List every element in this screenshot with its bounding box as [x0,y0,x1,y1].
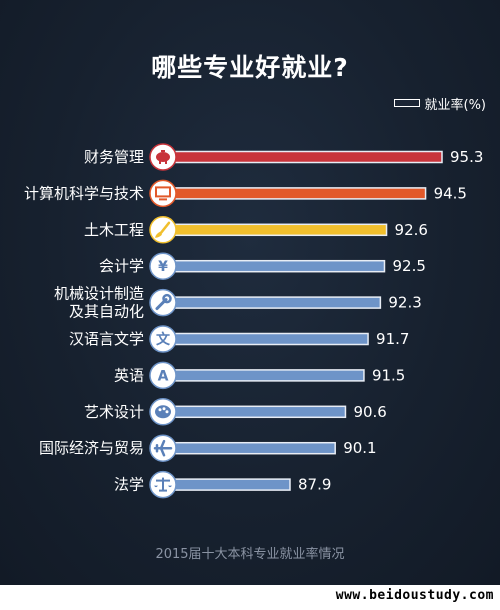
bar [159,405,347,419]
watermark-bar [0,585,500,610]
value-label: 91.7 [376,330,409,348]
svg-text:A: A [158,368,169,384]
bar [159,150,443,164]
category-label: 法学 [114,476,144,494]
icon-circle [149,252,177,280]
icon-circle [149,325,177,353]
yen-icon: ¥ [158,259,168,275]
category-label: 计算机科学与技术 [24,184,144,202]
palette-icon [155,405,171,419]
value-label: 87.9 [298,476,331,494]
piggy-bank-icon [156,150,170,164]
legend: 就业率(%) [393,94,487,113]
bar-row: A 英语 91.5 [114,361,405,390]
bar-chart: 财务管理 95.3 计算机科学与技术 94.5 土木工程 92.6 ¥ 会计学 92.5 机械设计… [24,143,483,499]
svg-text:¥: ¥ [158,259,168,275]
wen-character-icon: 文 [156,331,171,348]
icon-circle [149,361,177,390]
bar [159,187,427,200]
category-label: 艺术设计 [84,403,144,421]
icon-circle [149,179,177,208]
scales-icon [154,477,172,492]
bar-row: 艺术设计 90.6 [84,398,387,426]
wrench-icon [155,293,172,311]
svg-text:文: 文 [156,331,171,348]
bar [159,478,291,491]
value-label: 92.3 [388,294,421,312]
bar [159,296,382,309]
bar-row: ¥ 会计学 92.5 [99,252,426,280]
category-label: 财务管理 [84,148,144,166]
watermark: www.beidoustudy.com [335,588,494,603]
brush-icon [155,221,171,238]
bar-row: 计算机科学与技术 94.5 [24,179,467,208]
letter-a-icon: A [158,368,169,384]
bar [159,441,336,455]
value-label: 92.5 [392,257,425,275]
value-label: 90.6 [353,403,386,421]
bar [159,223,388,237]
category-label: 汉语言文学 [69,330,144,348]
value-label: 94.5 [434,184,467,202]
category-label: 及其自动化 [69,303,144,321]
category-label: 会计学 [99,257,144,275]
value-label: 92.6 [395,221,428,239]
bar [159,369,365,382]
category-label: 英语 [114,366,144,384]
category-label: 国际经济与贸易 [39,439,144,457]
bar-row: 土木工程 92.6 [84,216,428,244]
bar-row: 国际经济与贸易 90.1 [39,434,377,462]
value-label: 91.5 [372,366,405,384]
airplane-icon [153,439,173,457]
category-label: 机械设计制造 [54,285,144,303]
chart-footnote: 2015届十大本科专业就业率情况 [155,547,345,562]
chart-title: 哪些专业好就业? [151,53,349,82]
value-label: 95.3 [450,148,483,166]
bar [159,332,369,346]
bar-row: 财务管理 95.3 [84,143,483,171]
category-label: 土木工程 [84,221,144,239]
legend-swatch [393,99,420,107]
bar-row: 法学 87.9 [114,470,331,499]
monitor-icon [155,186,171,201]
legend-label: 就业率(%) [424,97,487,113]
bar [159,259,386,273]
value-label: 90.1 [343,439,376,457]
